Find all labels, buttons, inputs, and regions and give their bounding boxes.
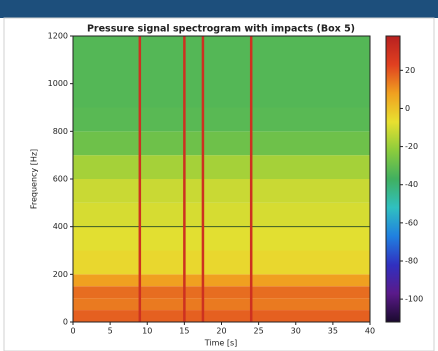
spectrogram-band — [73, 310, 370, 322]
x-tick-label: 25 — [254, 327, 264, 336]
colorbar-tick-label: 20 — [405, 66, 415, 75]
x-tick-label: 5 — [108, 327, 113, 336]
y-axis-label: Frequency [Hz] — [30, 149, 39, 209]
y-tick-label: 0 — [63, 318, 68, 327]
y-tick-label: 1200 — [48, 32, 68, 41]
spectrogram-band — [73, 226, 370, 251]
spectrogram-band — [73, 298, 370, 311]
spectrogram-band — [73, 155, 370, 179]
x-tick-label: 30 — [291, 327, 301, 336]
top-bar — [0, 0, 438, 18]
colorbar-tick-label: 0 — [405, 104, 410, 113]
plot-area — [73, 36, 370, 322]
colorbar-tick-label: -60 — [405, 218, 418, 227]
x-tick-label: 40 — [365, 327, 375, 336]
colorbar-tick-label: -40 — [405, 180, 418, 189]
spectrogram-band — [73, 179, 370, 203]
colorbar-tick-label: -100 — [405, 295, 423, 304]
y-tick-label: 600 — [53, 175, 68, 184]
spectrogram-band — [73, 131, 370, 156]
x-tick-label: 20 — [216, 327, 226, 336]
chart-title: Pressure signal spectrogram with impacts… — [87, 24, 355, 35]
colorbar-tick-label: -80 — [405, 256, 418, 265]
spectrogram-band — [73, 36, 370, 108]
x-tick-label: 0 — [70, 327, 75, 336]
x-tick-label: 10 — [142, 327, 152, 336]
spectrogram-band — [73, 202, 370, 227]
spectrogram-band — [73, 286, 370, 299]
y-tick-label: 200 — [53, 270, 68, 279]
spectrogram-band — [73, 274, 370, 287]
spectrogram-band — [73, 250, 370, 275]
spectrogram-band — [73, 107, 370, 132]
y-tick-label: 400 — [53, 222, 68, 231]
x-tick-label: 35 — [328, 327, 338, 336]
x-tick-label: 15 — [179, 327, 189, 336]
y-tick-label: 800 — [53, 127, 68, 136]
colorbar — [385, 35, 401, 323]
y-tick-label: 1000 — [48, 79, 68, 88]
colorbar-tick-label: -20 — [405, 142, 418, 151]
x-axis-label: Time [s] — [204, 339, 238, 348]
